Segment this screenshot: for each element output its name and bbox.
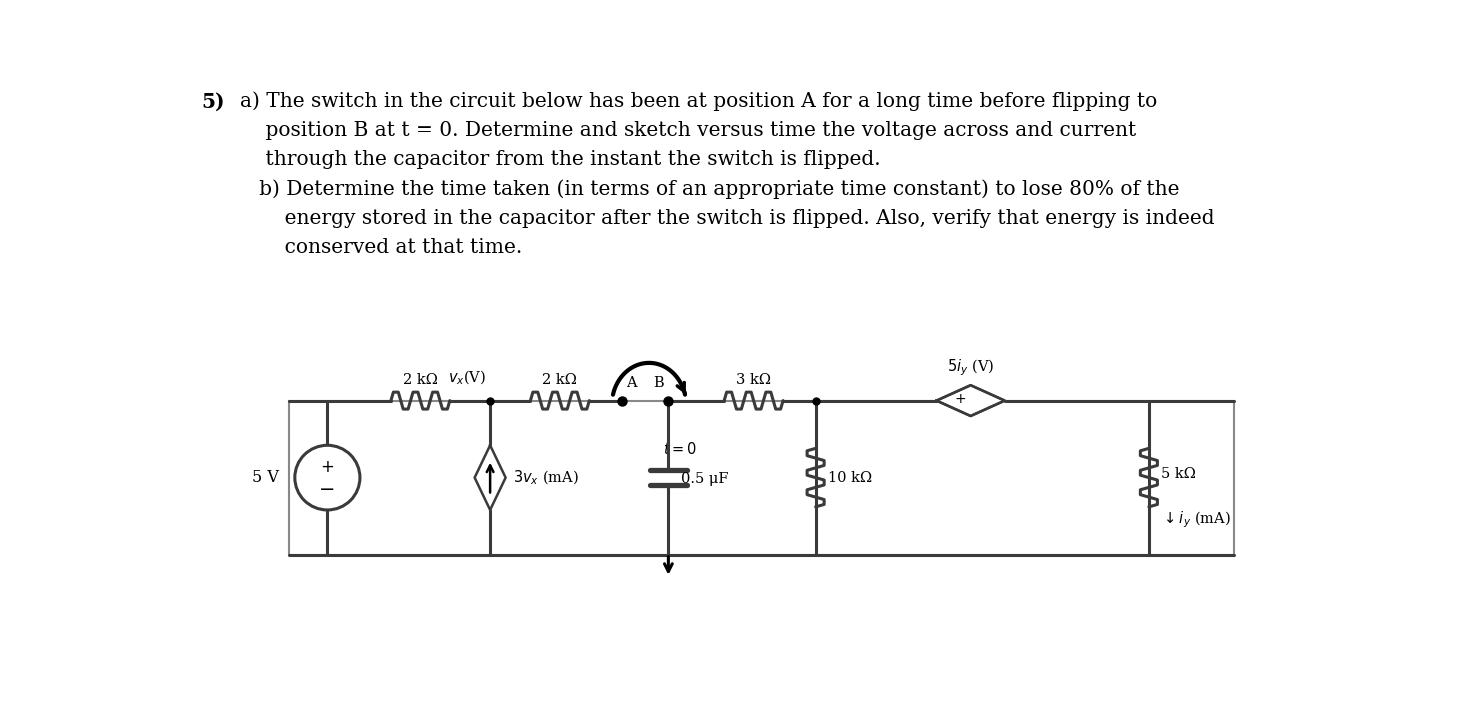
Text: 3 kΩ: 3 kΩ [736, 373, 771, 387]
Text: +: + [955, 392, 966, 406]
Text: $5i_y$ (V): $5i_y$ (V) [946, 357, 994, 378]
Text: $t=0$: $t=0$ [662, 441, 698, 457]
Text: $v_x$(V): $v_x$(V) [447, 368, 486, 387]
Text: a) The switch in the circuit below has been at position A for a long time before: a) The switch in the circuit below has b… [240, 92, 1157, 111]
Polygon shape [936, 386, 1005, 416]
Text: conserved at that time.: conserved at that time. [240, 238, 523, 257]
Text: 0.5 μF: 0.5 μF [680, 472, 729, 486]
Text: A: A [627, 376, 637, 390]
Text: 5 kΩ: 5 kΩ [1161, 467, 1197, 481]
Text: B: B [654, 376, 664, 390]
Text: 5 V: 5 V [253, 469, 280, 486]
Polygon shape [474, 446, 505, 510]
Text: 10 kΩ: 10 kΩ [829, 471, 871, 485]
Text: 5): 5) [202, 92, 225, 112]
Text: b) Determine the time taken (in terms of an appropriate time constant) to lose 8: b) Determine the time taken (in terms of… [240, 180, 1179, 199]
Text: −: − [319, 481, 336, 499]
Text: $3v_x$ (mA): $3v_x$ (mA) [514, 468, 580, 487]
Text: 2 kΩ: 2 kΩ [403, 373, 437, 387]
Text: position B at t = 0. Determine and sketch versus time the voltage across and cur: position B at t = 0. Determine and sketc… [240, 121, 1136, 140]
Text: 2 kΩ: 2 kΩ [543, 373, 577, 387]
Text: $\downarrow i_y$ (mA): $\downarrow i_y$ (mA) [1161, 510, 1231, 531]
Text: energy stored in the capacitor after the switch is flipped. Also, verify that en: energy stored in the capacitor after the… [240, 209, 1214, 228]
Text: through the capacitor from the instant the switch is flipped.: through the capacitor from the instant t… [240, 151, 880, 169]
Circle shape [294, 446, 361, 510]
Text: +: + [321, 458, 334, 476]
